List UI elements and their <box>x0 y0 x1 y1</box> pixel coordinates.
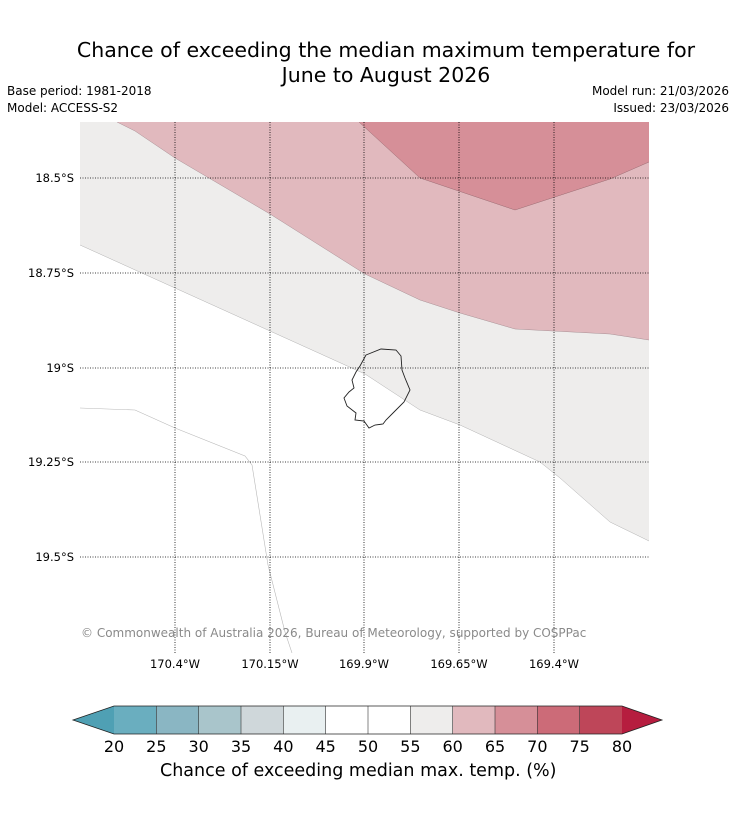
chart-title: Chance of exceeding the median maximum t… <box>0 38 736 88</box>
zone-boundary-line <box>80 407 293 653</box>
colorbar-extend-low <box>73 706 114 734</box>
colorbar-swatch-30-35 <box>198 706 241 734</box>
lat-label-19-5: 19.5°S <box>35 550 74 564</box>
niue-island-outline <box>343 348 411 429</box>
colorbar-swatch-45-50 <box>325 706 368 734</box>
colorbar <box>71 705 664 735</box>
colorbar-tick-label: 50 <box>357 737 379 756</box>
colorbar-swatch-50-55 <box>368 706 411 734</box>
lat-label-19: 19°S <box>46 361 74 375</box>
colorbar-tick-label: 75 <box>569 737 590 756</box>
info-left: Base period: 1981-2018 Model: ACCESS-S2 <box>7 83 152 117</box>
model-name: Model: ACCESS-S2 <box>7 101 119 115</box>
lat-label-18-5: 18.5°S <box>35 171 74 185</box>
lat-label-19-25: 19.25°S <box>28 455 74 469</box>
copyright-notice: © Commonwealth of Australia 2026, Bureau… <box>81 626 587 640</box>
colorbar-title: Chance of exceeding median max. temp. (%… <box>160 761 557 781</box>
lon-label-170-15: 170.15°W <box>241 657 299 671</box>
lon-label-170-4: 170.4°W <box>149 657 201 671</box>
title-line-2: June to August 2026 <box>281 63 491 87</box>
model-run: Model run: 21/03/2026 <box>591 84 729 98</box>
lon-label-169-9: 169.9°W <box>338 657 390 671</box>
gridlines <box>80 122 649 653</box>
colorbar-tick-label: 70 <box>527 737 548 756</box>
colorbar-swatch-35-40 <box>241 706 284 734</box>
colorbar-swatch-70-75 <box>537 706 580 734</box>
lon-label-169-65: 169.65°W <box>430 657 488 671</box>
map-area <box>80 122 649 653</box>
colorbar-swatch-65-70 <box>495 706 538 734</box>
info-right: Model run: 21/03/2026 Issued: 23/03/2026 <box>592 83 729 117</box>
issued-date: Issued: 23/03/2026 <box>613 101 729 115</box>
colorbar-tick-label: 30 <box>188 737 209 756</box>
colorbar-outline <box>71 705 664 735</box>
colorbar-extend-high <box>622 706 662 734</box>
colorbar-tick-label: 80 <box>611 737 633 756</box>
colorbar-swatch-60-65 <box>452 706 495 734</box>
lon-label-169-4: 169.4°W <box>528 657 580 671</box>
colorbar-tick-label: 60 <box>442 737 463 756</box>
colorbar-swatch-75-80 <box>579 706 622 734</box>
colorbar-tick-label: 55 <box>400 737 421 756</box>
region-70-75 <box>359 122 649 210</box>
lat-label-18-75: 18.75°S <box>28 266 74 280</box>
colorbar-tick-label: 25 <box>146 737 167 756</box>
colorbar-swatch-20-25 <box>114 706 157 734</box>
colorbar-tick-label: 40 <box>273 737 294 756</box>
base-period: Base period: 1981-2018 <box>7 84 152 98</box>
colorbar-tick-label: 65 <box>484 737 506 756</box>
title-line-1: Chance of exceeding the median maximum t… <box>76 38 696 62</box>
colorbar-tick-label: 35 <box>230 737 252 756</box>
colorbar-tick-label: 20 <box>103 737 125 756</box>
colorbar-swatch-40-45 <box>283 706 326 734</box>
colorbar-tick-label: 45 <box>315 737 336 756</box>
colorbar-swatch-25-30 <box>156 706 199 734</box>
colorbar-swatch-55-60 <box>410 706 453 734</box>
